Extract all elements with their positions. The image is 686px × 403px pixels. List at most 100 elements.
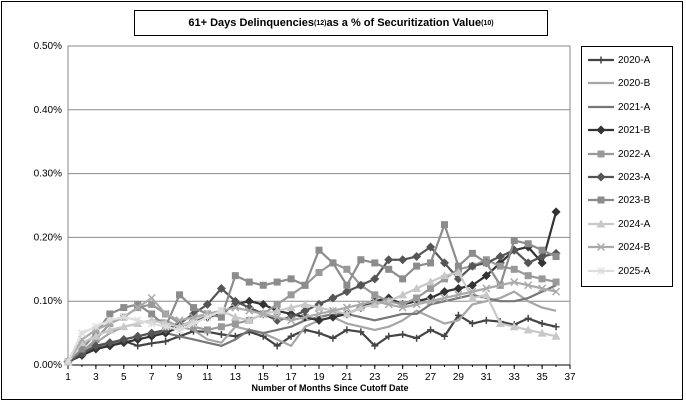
data-point-2022-a (287, 291, 295, 299)
data-point-2023-a (105, 338, 115, 348)
x-tick-label: 37 (564, 372, 576, 383)
data-point-2023-a (440, 258, 449, 268)
data-point-2024-b (482, 284, 491, 293)
x-axis-label: Number of Months Since Cutoff Date (251, 383, 409, 393)
legend-item-2023-b: 2023-B (582, 192, 672, 208)
data-point-2024-b (147, 293, 156, 303)
data-point-2024-b (259, 309, 268, 318)
data-point-2025-a (133, 316, 142, 325)
data-point-2022-a (273, 300, 281, 308)
legend-item-2023-a: 2023-A (582, 169, 672, 185)
legend-item-2022-a: 2022-A (582, 146, 672, 162)
data-point-2024-a (105, 325, 115, 334)
data-point-2022-a (538, 275, 546, 283)
data-point-2020-a (217, 330, 225, 338)
legend-swatch-2024-a (588, 219, 614, 228)
data-point-2025-a (161, 322, 170, 331)
data-point-2022-a (231, 320, 239, 328)
data-point-2023-a (342, 287, 352, 297)
data-point-2023-a (495, 252, 505, 262)
data-point-2024-a (398, 290, 408, 299)
legend-label: 2020-A (618, 55, 651, 66)
data-point-2024-a (342, 309, 352, 318)
data-point-2020-a (399, 330, 407, 338)
data-point-2023-b (315, 246, 323, 254)
data-point-2025-a (91, 322, 100, 331)
data-point-2025-a (105, 316, 114, 325)
data-point-2024-b (412, 300, 421, 309)
data-point-2023-a (133, 331, 143, 341)
data-point-2020-a (329, 334, 337, 342)
legend-swatch-marker (596, 219, 606, 228)
x-tick-label: 35 (537, 372, 549, 383)
series-2025-a (64, 306, 226, 366)
data-point-2023-a (467, 261, 477, 271)
legend-label: 2022-A (618, 148, 651, 160)
x-tick-label: 21 (341, 372, 353, 383)
legend-item-2021-a: 2021-A (582, 99, 672, 115)
data-point-2024-b (314, 309, 324, 318)
data-point-2023-b (287, 275, 295, 283)
data-point-2023-b (385, 265, 393, 273)
y-tick-label: 0.10% (34, 296, 62, 307)
legend-item-2025-a: 2025-A (582, 263, 672, 279)
x-tick-label: 31 (481, 372, 493, 383)
x-tick-label: 19 (313, 372, 325, 383)
data-point-2020-a (287, 332, 295, 340)
data-point-2023-b (510, 237, 518, 245)
data-point-2024-a (537, 328, 547, 337)
data-point-2020-a (538, 320, 546, 328)
x-tick-label: 9 (177, 372, 183, 383)
legend-swatch-2023-a (588, 172, 614, 182)
legend-item-2020-a: 2020-A (582, 52, 672, 68)
data-point-2022-a (315, 268, 323, 276)
data-point-2022-a (413, 294, 421, 302)
data-point-2022-a (343, 265, 351, 273)
data-point-2022-a (427, 284, 435, 292)
legend-swatch-marker (597, 266, 605, 275)
data-point-2023-a (384, 255, 394, 265)
series-line-2023-b (67, 223, 557, 363)
data-point-2024-b (398, 303, 407, 312)
x-tick-label: 13 (230, 372, 242, 383)
data-point-2021-b (467, 280, 477, 290)
data-point-2023-b (259, 281, 267, 289)
data-point-2024-b (468, 287, 477, 296)
data-point-2023-b (301, 281, 309, 289)
legend-label: 2023-B (618, 195, 651, 207)
data-point-2023-a (91, 341, 101, 351)
series-2024-b (63, 278, 561, 366)
x-tick-label: 5 (121, 372, 127, 383)
data-point-2021-b (481, 271, 491, 281)
data-point-2023-a (328, 293, 338, 303)
data-point-2023-a (216, 283, 226, 293)
y-tick-label: 0.40% (34, 105, 62, 116)
x-tick-label: 23 (369, 372, 381, 383)
data-point-2020-a (427, 326, 435, 334)
legend-label: 2024-A (618, 218, 651, 230)
legend-swatch-marker (597, 196, 605, 204)
data-point-2024-a (272, 306, 282, 315)
series-2021-b (63, 207, 561, 367)
data-point-2023-a (426, 242, 436, 252)
chart-title: 61+ Days Delinquencies (12) as a % of Sec… (134, 10, 548, 36)
series-line-2025-a (67, 309, 222, 363)
data-point-2023-a (537, 252, 547, 262)
data-point-2024-a (551, 331, 561, 340)
data-point-2024-b (510, 278, 519, 287)
data-point-2024-b (426, 297, 435, 306)
data-point-2024-b (328, 306, 337, 315)
data-point-2020-a (552, 323, 560, 331)
data-point-2023-b (231, 272, 239, 280)
data-point-2025-a (64, 357, 72, 366)
data-point-2021-b (314, 315, 324, 325)
data-point-2023-b (273, 278, 281, 286)
data-point-2024-b (538, 284, 547, 293)
data-point-2023-a (119, 334, 129, 344)
x-tick-label: 17 (286, 372, 298, 383)
data-point-2024-b (245, 306, 254, 315)
data-point-2024-b (552, 287, 561, 296)
data-point-2024-b (133, 303, 142, 312)
data-point-2024-a (356, 303, 366, 312)
y-tick-label: 0.20% (34, 232, 62, 243)
